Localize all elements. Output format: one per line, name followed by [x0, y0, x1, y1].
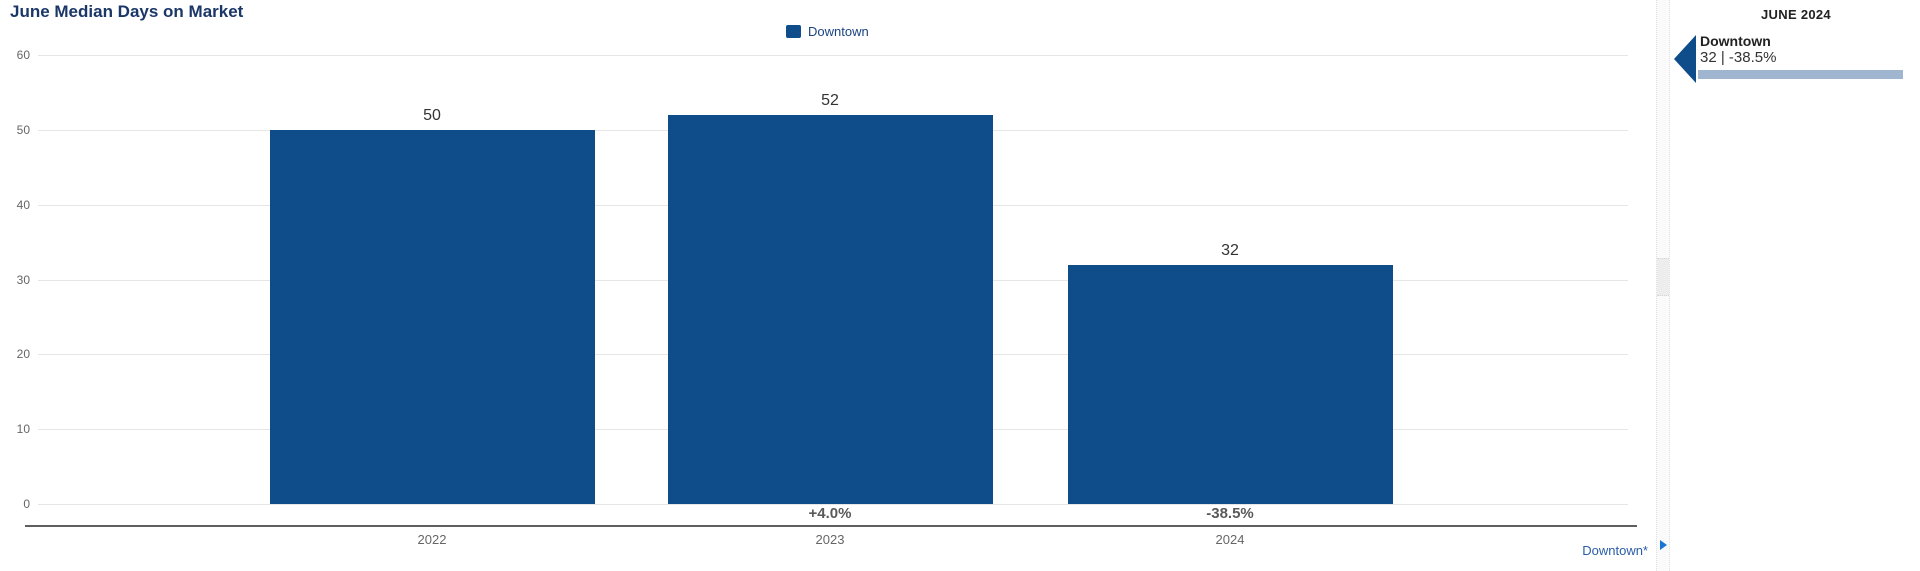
y-tick-label: 30 [16, 272, 30, 287]
summary-panel-header: JUNE 2024 [1761, 7, 1831, 22]
bar-value-label: 50 [423, 106, 441, 124]
summary-entry-underline [1698, 70, 1903, 79]
bar-value-label: 32 [1221, 241, 1239, 259]
bar-2023[interactable] [667, 114, 993, 504]
y-tick-label: 0 [23, 497, 30, 511]
chevron-right-icon[interactable] [1660, 540, 1667, 550]
panel-splitter[interactable] [1656, 0, 1670, 571]
x-tick-label-2022: 2022 [417, 532, 447, 547]
bar-2022[interactable] [269, 129, 595, 504]
chart-area: June Median Days on Market Downtown 0 10 2… [10, 2, 1648, 558]
y-tick-label: 60 [16, 48, 30, 62]
summary-entry-downtown[interactable]: Downtown 32 | -38.5% [1672, 33, 1920, 83]
summary-panel: JUNE 2024 Downtown 32 | -38.5% [1672, 0, 1920, 571]
left-triangle-icon [1674, 35, 1696, 83]
plot-area: 0 10 20 30 40 50 60 50 52 32 [17, 48, 1628, 511]
legend-swatch-icon [786, 25, 801, 38]
change-label-2024: -38.5% [1206, 505, 1254, 522]
gridline-y-60 [38, 55, 1628, 56]
bar-value-label: 52 [821, 91, 839, 109]
bar-2024[interactable] [1067, 264, 1393, 504]
summary-entry-value: 32 | -38.5% [1700, 49, 1777, 66]
y-tick-label: 10 [16, 422, 30, 437]
gridline-y-0 [38, 504, 1628, 505]
chart-footnote[interactable]: Downtown* [1582, 543, 1648, 558]
y-tick-label: 20 [16, 347, 30, 362]
legend-label: Downtown [808, 24, 869, 39]
x-tick-label-2023: 2023 [815, 532, 845, 547]
change-label-2023: +4.0% [808, 505, 852, 522]
splitter-handle[interactable] [1657, 258, 1669, 550]
y-tick-label: 50 [16, 122, 30, 137]
y-tick-label: 40 [16, 197, 30, 212]
x-axis-line [25, 525, 1637, 527]
summary-entry-name: Downtown [1700, 33, 1771, 49]
chart-title: June Median Days on Market [10, 2, 244, 21]
legend-item-downtown[interactable]: Downtown [786, 24, 869, 39]
x-tick-label-2024: 2024 [1215, 532, 1245, 547]
